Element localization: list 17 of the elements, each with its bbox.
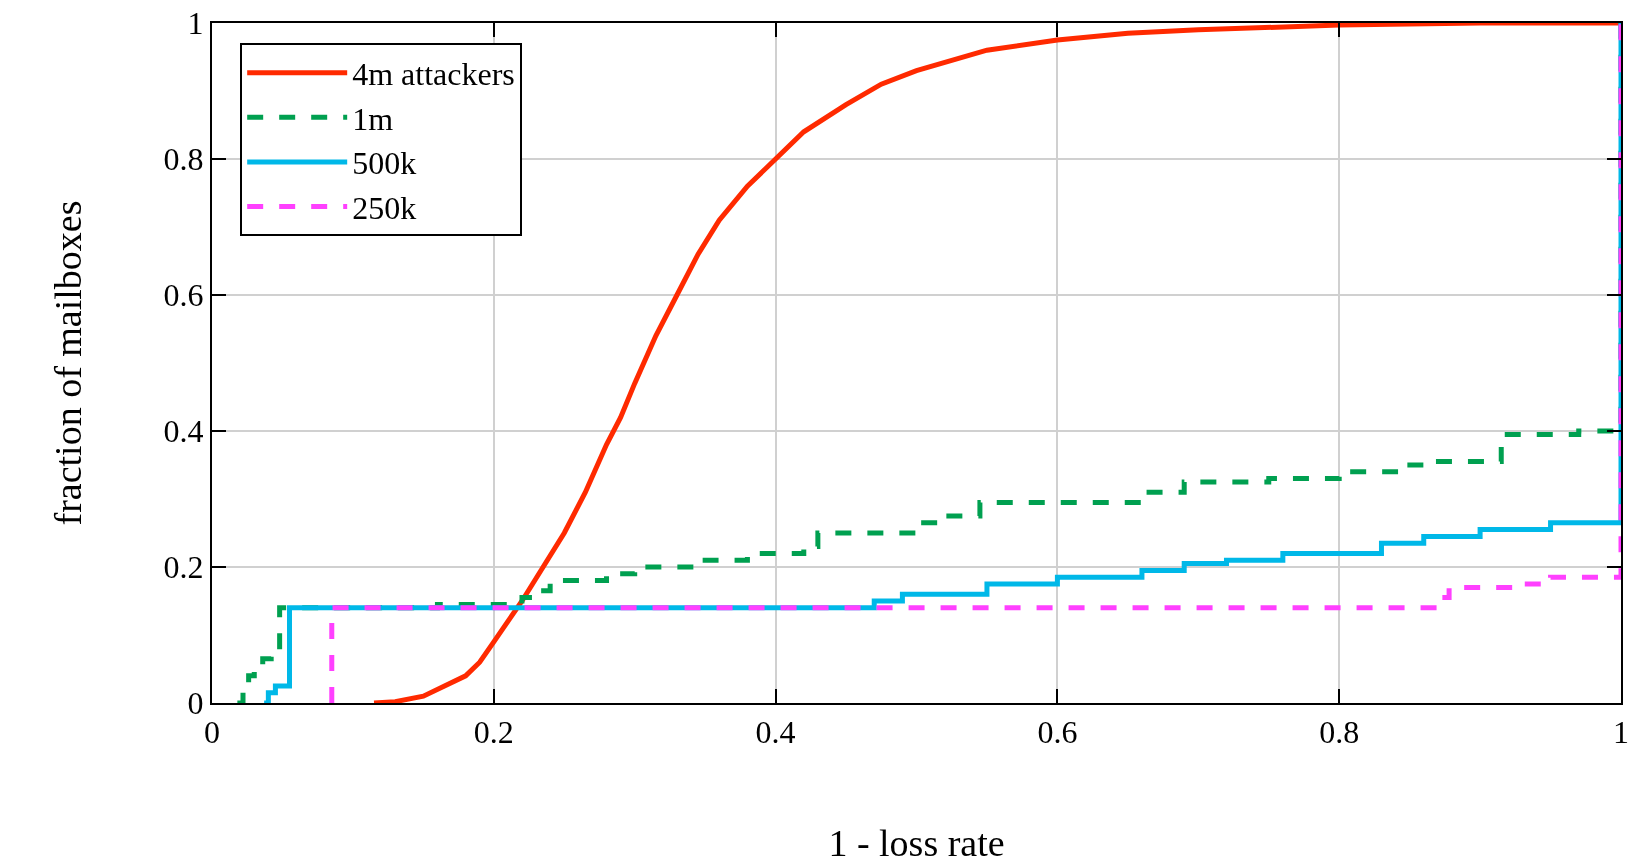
x-tick-label: 0.8 <box>1319 714 1360 751</box>
y-axis-title: fraction of mailboxes <box>47 200 90 526</box>
x-tick-label: 1 <box>1613 714 1629 751</box>
y-tick-label: 0.2 <box>163 549 204 586</box>
legend-label: 4m attackers <box>352 56 515 93</box>
y-tick-label: 0 <box>187 685 204 722</box>
y-tick-label: 1 <box>187 5 204 42</box>
y-tick-label: 0.8 <box>163 141 204 178</box>
x-axis-title: 1 - loss rate <box>828 822 1005 864</box>
legend-label: 250k <box>352 189 417 226</box>
y-tick-label: 0.6 <box>163 277 204 314</box>
y-tick-label: 0.4 <box>163 413 204 450</box>
legend-label: 500k <box>352 145 417 182</box>
x-tick-label: 0.6 <box>1037 714 1078 751</box>
legend-label: 1m <box>352 100 394 137</box>
x-tick-label: 0.4 <box>755 714 796 751</box>
x-tick-label: 0.2 <box>473 714 514 751</box>
